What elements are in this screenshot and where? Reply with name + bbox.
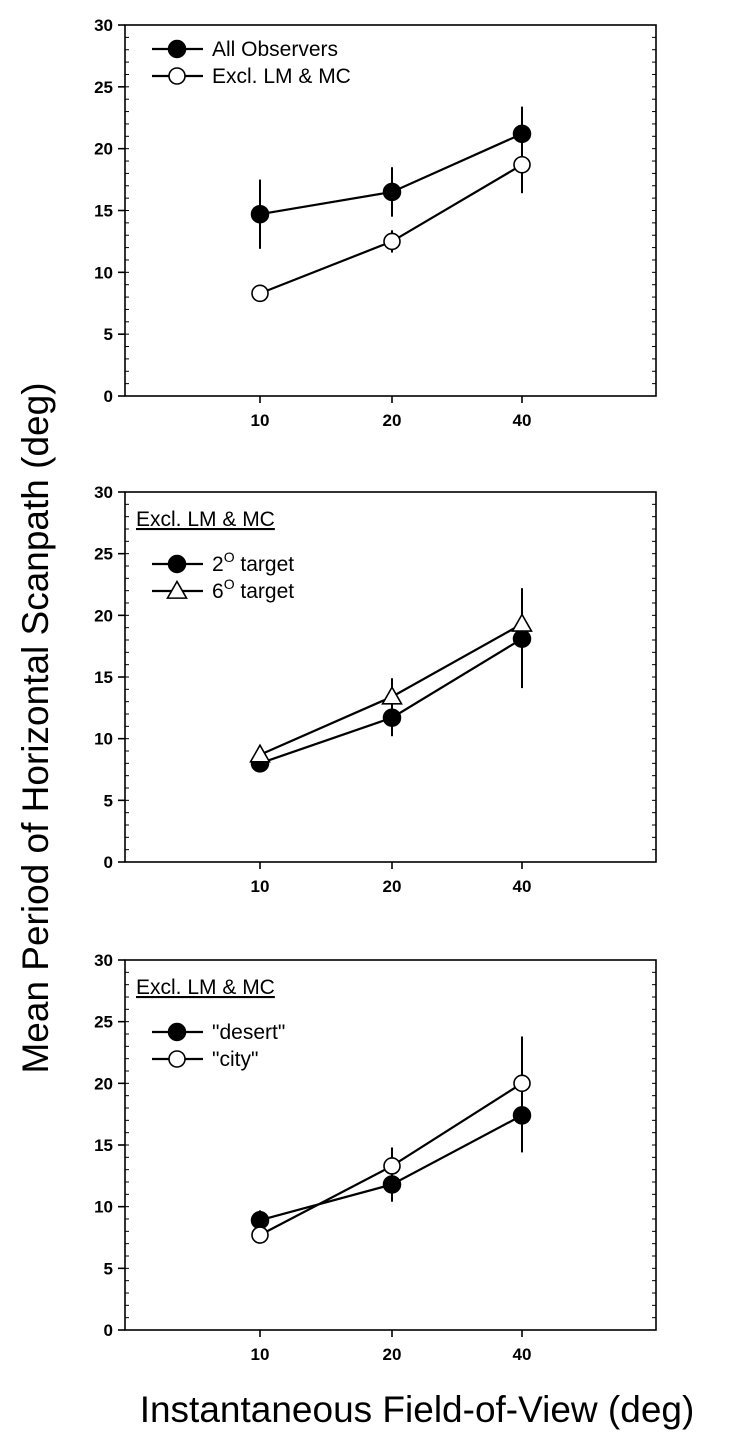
data-point xyxy=(513,1074,531,1093)
y-tick-label: 30 xyxy=(94,16,113,35)
legend-marker xyxy=(168,1050,186,1068)
plot-frame xyxy=(124,24,657,397)
y-tick-label: 20 xyxy=(94,606,113,625)
plot-frame xyxy=(124,491,657,863)
y-tick-label: 0 xyxy=(104,853,113,872)
series-2 xyxy=(251,1036,531,1244)
legend-label: "desert" xyxy=(212,1021,285,1044)
y-tick-label: 25 xyxy=(94,1013,113,1032)
legend: All Observers Excl. LM & MC xyxy=(152,38,351,88)
legend-label: 2O target xyxy=(212,549,294,576)
data-point xyxy=(382,182,402,202)
y-tick-label: 30 xyxy=(94,483,113,502)
y-tick-label: 15 xyxy=(94,1136,113,1155)
y-tick-label: 0 xyxy=(104,387,113,406)
y-axis-title: Mean Period of Horizontal Scanpath (deg) xyxy=(15,382,56,1073)
data-point xyxy=(251,284,269,303)
x-tick-label: 10 xyxy=(251,1345,270,1364)
x-tick-label: 20 xyxy=(383,1345,402,1364)
panel-2: 0 5 10 15 20 25 30 10 20 40 Excl. LM & MC 2O target… xyxy=(94,483,657,896)
y-tick-label: 5 xyxy=(104,791,113,810)
legend-superscript: O xyxy=(224,549,235,565)
legend-suffix: target xyxy=(235,580,295,603)
series-1 xyxy=(250,106,532,249)
data-point xyxy=(250,204,270,224)
series-2 xyxy=(251,136,531,303)
y-tick-label: 25 xyxy=(94,545,113,564)
data-point xyxy=(513,155,531,174)
data-point xyxy=(381,685,403,705)
panels: 0 5 10 15 20 25 30 10 20 40 All Observers Excl. LM … xyxy=(94,16,657,1364)
y-tick-label: 10 xyxy=(94,1198,113,1217)
legend-label: All Observers xyxy=(212,38,338,61)
y-tick-label: 20 xyxy=(94,140,113,159)
data-point xyxy=(249,743,271,763)
y-tick-label: 25 xyxy=(94,78,113,97)
plot-frame xyxy=(124,959,657,1331)
legend-suffix: target xyxy=(235,553,295,576)
y-tick-label: 10 xyxy=(94,263,113,282)
x-tick-label: 10 xyxy=(251,411,270,430)
series-2 xyxy=(249,588,533,763)
legend-marker xyxy=(167,1022,187,1042)
y-tick-label: 10 xyxy=(94,730,113,749)
x-tick-label: 40 xyxy=(513,1345,532,1364)
x-tick-label: 20 xyxy=(383,411,402,430)
panel-note: Excl. LM & MC xyxy=(136,508,275,531)
legend-label: 6O target xyxy=(212,576,294,603)
x-axis-title: Instantaneous Field-of-View (deg) xyxy=(140,1389,695,1430)
data-point xyxy=(383,1157,401,1175)
y-tick-label: 5 xyxy=(104,325,113,344)
legend-label: Excl. LM & MC xyxy=(212,65,351,88)
data-point xyxy=(383,232,401,251)
legend-superscript: O xyxy=(224,576,235,592)
legend-marker xyxy=(168,67,186,85)
y-tick-label: 0 xyxy=(104,1321,113,1340)
x-tick-label: 40 xyxy=(513,411,532,430)
y-tick-label: 30 xyxy=(94,951,113,970)
legend-marker xyxy=(167,39,187,59)
x-tick-label: 10 xyxy=(251,877,270,896)
x-tick-label: 20 xyxy=(383,877,402,896)
legend-marker xyxy=(167,554,187,574)
data-point xyxy=(251,1226,269,1244)
panel-1: 0 5 10 15 20 25 30 10 20 40 All Observers Excl. LM … xyxy=(94,16,657,430)
legend: "desert" "city" xyxy=(152,1021,285,1071)
y-tick-label: 15 xyxy=(94,202,113,221)
legend-marker xyxy=(166,579,188,599)
x-tick-label: 40 xyxy=(513,877,532,896)
data-point xyxy=(511,612,533,632)
y-tick-label: 20 xyxy=(94,1074,113,1093)
y-tick-label: 15 xyxy=(94,668,113,687)
legend-label: "city" xyxy=(212,1048,258,1071)
y-tick-label: 5 xyxy=(104,1259,113,1278)
data-point xyxy=(250,1210,270,1230)
panel-note: Excl. LM & MC xyxy=(136,976,275,999)
